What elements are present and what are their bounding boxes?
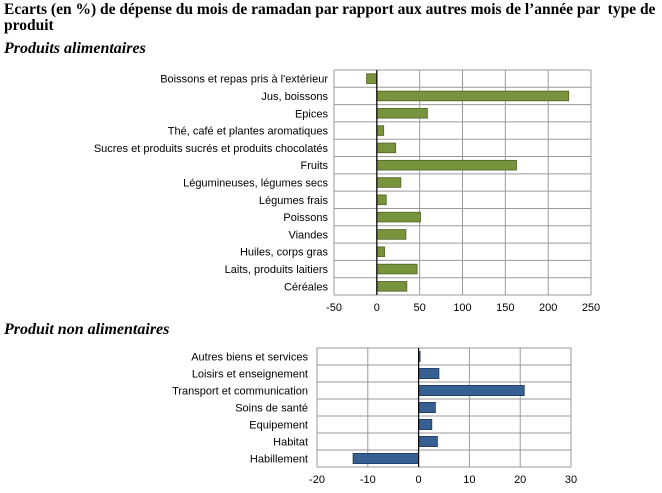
category-label: Autres biens et services [191,352,308,364]
bar [376,194,387,206]
x-tick-label: 10 [463,474,475,486]
bar [376,177,402,188]
bar [376,211,421,223]
category-label: Sucres et produits sucrés et produits ch… [94,143,329,155]
food-bar-chart: Boissons et repas pris à l'extérieur Jus,… [94,69,600,314]
category-label: Huiles, corps gras [240,247,329,259]
x-tick-label: 100 [453,302,471,314]
x-tick-label: 50 [414,302,426,314]
category-label: Transport et communication [172,386,308,398]
category-label: Equipement [249,420,308,432]
category-label: Loisirs et enseignement [192,369,308,381]
x-tick-label: 0 [416,474,422,486]
category-label: Habitat [273,437,308,449]
food-chart-subtitle: Produits alimentaires [4,40,146,57]
bar [366,73,378,84]
bar [418,367,440,379]
bar [376,263,418,275]
bar [376,281,408,292]
x-tick-label: 250 [582,302,600,314]
bar [418,435,438,447]
category-label: Epices [295,108,329,120]
category-label: Céréales [284,281,329,293]
x-tick-label: 0 [374,302,380,314]
bar [376,142,397,154]
category-label: Viandes [288,229,328,241]
category-label: Poissons [283,212,328,224]
category-label: Thé, café et plantes aromatiques [168,126,329,138]
bar [418,384,525,396]
bar [418,401,436,413]
category-label: Habillement [250,454,308,466]
x-tick-label: -20 [309,474,325,486]
x-tick-label: -10 [360,474,376,486]
bar [376,125,385,136]
bar [376,90,570,102]
nonfood-chart-subtitle: Produit non alimentaires [4,321,170,338]
category-label: Boissons et repas pris à l'extérieur [160,74,328,86]
x-tick-label: 20 [514,474,526,486]
category-label: Soins de santé [235,403,308,415]
x-tick-label: 150 [496,302,514,314]
x-tick-label: 200 [539,302,557,314]
category-label: Fruits [301,160,329,172]
x-tick-label: 30 [565,474,577,486]
nonfood-bar-chart: Autres biens et services Loisirs et ensei… [172,347,577,486]
bar [376,229,407,240]
category-label: Légumineuses, légumes secs [183,178,328,190]
category-label: Légumes frais [259,195,329,207]
category-label: Jus, boissons [261,91,328,103]
bar [376,246,385,257]
category-label: Laits, produits laitiers [225,264,329,276]
bar [352,452,419,464]
x-tick-label: -50 [326,302,342,314]
bar [376,108,428,119]
bar [376,159,517,171]
bar [418,418,433,430]
chart-title: Ecarts (en %) de dépense du mois de rama… [4,1,660,34]
